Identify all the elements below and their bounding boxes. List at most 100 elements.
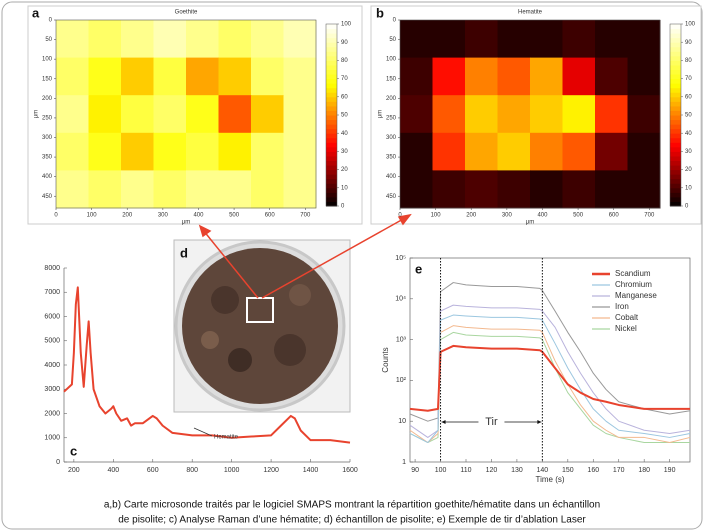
colorbar-strip <box>326 87 337 93</box>
y-tick-label: 0 <box>393 18 397 24</box>
colorbar-strip <box>326 83 337 89</box>
colorbar-strip <box>326 187 337 193</box>
y-tick-label: 200 <box>386 96 397 102</box>
colorbar-strip <box>670 183 681 189</box>
colorbar-strip <box>670 119 681 125</box>
colorbar-strip <box>670 51 681 57</box>
y-tick-label: 450 <box>386 194 397 200</box>
heat-cell <box>497 57 531 96</box>
heat-cell <box>530 170 563 209</box>
colorbar-strip <box>670 37 681 43</box>
pebble <box>201 331 219 349</box>
heat-cell <box>627 95 661 134</box>
x-tick-label: 200 <box>122 213 133 219</box>
x-tick-label: 190 <box>664 467 676 474</box>
x-tick-label: 1400 <box>303 467 319 474</box>
arrow-head <box>441 420 446 424</box>
heat-cell <box>283 20 317 59</box>
heat-cell <box>121 95 154 134</box>
annotation-arrow <box>193 427 213 437</box>
colorbar-strip <box>326 124 337 130</box>
heat-cell <box>153 170 187 209</box>
colorbar-strip <box>670 178 681 184</box>
y-tick-label: 10⁵ <box>395 255 406 262</box>
y-tick-label: 50 <box>45 37 52 43</box>
colorbar-strip <box>670 105 681 111</box>
heat-cell <box>432 95 466 134</box>
heat-cell <box>121 170 154 209</box>
colorbar-strip <box>326 137 337 143</box>
heat-cell <box>595 132 628 171</box>
colorbar-strip <box>326 46 337 52</box>
colorbar-strip <box>670 128 681 134</box>
caption: de pisolite; c) Analyse Raman d’une héma… <box>118 515 586 526</box>
heat-cell <box>186 95 219 134</box>
y-tick-label: 10⁴ <box>395 296 406 303</box>
colorbar-strip <box>670 137 681 143</box>
heat-cell <box>432 170 466 209</box>
colorbar-strip <box>670 142 681 148</box>
colorbar-strip <box>670 55 681 61</box>
heat-cell <box>56 20 89 59</box>
colorbar-strip <box>326 105 337 111</box>
y-tick-label: 1 <box>402 459 406 466</box>
heat-cell <box>251 132 284 171</box>
x-tick-label: 400 <box>107 467 119 474</box>
colorbar-strip <box>326 196 337 202</box>
colorbar-strip <box>670 155 681 161</box>
x-tick-label: 160 <box>587 467 599 474</box>
colorbar-label: 10 <box>685 185 692 191</box>
x-tick-label: 180 <box>638 467 650 474</box>
heat-cell <box>153 95 187 134</box>
heat-cell <box>530 57 563 96</box>
heat-cell <box>497 170 531 209</box>
heat-cell <box>530 20 563 59</box>
pebble <box>228 348 252 372</box>
colorbar-strip <box>670 64 681 70</box>
x-tick-label: 600 <box>265 213 276 219</box>
colorbar-strip <box>326 42 337 48</box>
heat-cell <box>186 132 219 171</box>
heat-cell <box>595 170 628 209</box>
heat-cell <box>218 57 252 96</box>
colorbar-strip <box>326 78 337 84</box>
colorbar-strip <box>670 187 681 193</box>
colorbar-strip <box>670 165 681 171</box>
heat-cell <box>432 57 466 96</box>
x-tick-label: 170 <box>613 467 625 474</box>
colorbar-label: 40 <box>685 131 692 137</box>
data-line <box>409 314 691 444</box>
y-tick-label: 100 <box>386 57 397 63</box>
heat-cell <box>432 132 466 171</box>
colorbar-strip <box>670 174 681 180</box>
heat-cell <box>218 170 252 209</box>
y-tick-label: 4000 <box>44 362 60 369</box>
y-tick-label: 100 <box>42 57 53 63</box>
panel-letter: b <box>376 5 384 20</box>
data-line <box>409 304 691 438</box>
x-tick-label: 800 <box>186 467 198 474</box>
x-tick-label: 150 <box>562 467 574 474</box>
x-tick-label: 500 <box>573 213 584 219</box>
annotation: Hematite <box>214 435 239 441</box>
chart-title: Goethite <box>175 10 198 16</box>
x-tick-label: 1200 <box>263 467 279 474</box>
heat-cell <box>627 132 661 171</box>
annotation: Tir <box>485 416 498 428</box>
colorbar-label: 0 <box>341 204 345 210</box>
colorbar-label: 100 <box>685 22 696 28</box>
colorbar-strip <box>670 24 681 30</box>
y-tick-label: 300 <box>42 135 53 141</box>
arrow-head <box>397 213 412 226</box>
heat-cell <box>497 20 531 59</box>
heat-cell <box>218 132 252 171</box>
x-tick-label: 0 <box>398 213 402 219</box>
heat-cell <box>218 20 252 59</box>
colorbar-strip <box>670 42 681 48</box>
arrow <box>261 217 406 299</box>
colorbar-strip <box>326 101 337 107</box>
legend-label: Nickel <box>615 324 637 333</box>
heat-cell <box>562 20 596 59</box>
heat-cell <box>56 57 89 96</box>
legend-label: Chromium <box>615 280 652 289</box>
